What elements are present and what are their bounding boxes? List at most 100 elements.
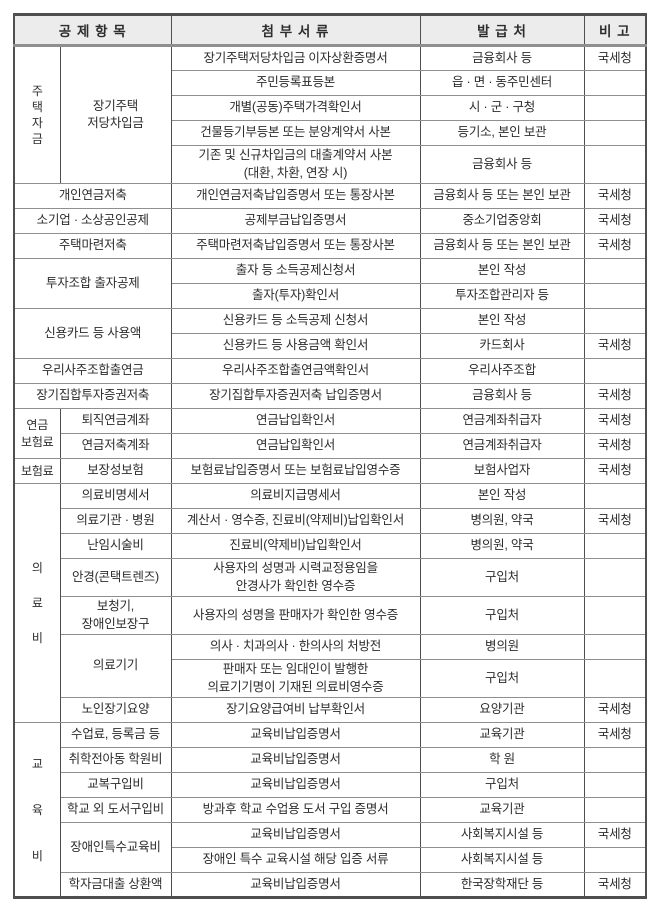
- issuer-cell: 구입처: [419, 558, 585, 597]
- deduction-item-cell: 신용카드 등 사용액: [13, 308, 172, 359]
- issuer-cell: 금융회사 등: [419, 383, 585, 409]
- document-cell: 사용자의 성명과 시력교정용임을 안경사가 확인한 영수증: [170, 558, 421, 597]
- note-cell: 국세청: [583, 722, 647, 748]
- deduction-item-cell: 학교 외 도서구입비: [59, 797, 172, 823]
- header-issuing-office: 발 급 처: [419, 14, 585, 47]
- table-row: 주민등록표등본 읍 · 면 · 동주민센터: [14, 70, 647, 96]
- deduction-item-cell: 주택마련저축: [13, 233, 172, 259]
- deduction-item-cell: 개인연금저축: [13, 183, 172, 209]
- note-cell: [583, 747, 647, 773]
- issuer-cell: 사회복지시설 등: [419, 822, 585, 848]
- document-cell: 주택마련저축납입증명서 또는 통장사본: [170, 233, 421, 259]
- document-cell: 교육비납입증명서: [170, 747, 421, 773]
- deduction-item-cell: 퇴직연금계좌: [59, 408, 172, 434]
- issuer-cell: 등기소, 본인 보관: [419, 120, 585, 146]
- note-cell: 국세청: [583, 45, 647, 71]
- document-cell: 출자 등 소득공제신청서: [170, 258, 421, 284]
- table-row: 건물등기부등본 또는 분양계약서 사본 등기소, 본인 보관: [14, 120, 647, 146]
- document-cell: 방과후 학교 수업용 도서 구입 증명서: [170, 797, 421, 823]
- deduction-item-cell: 난임시술비: [59, 533, 172, 559]
- deduction-item-cell: 노인장기요양: [59, 697, 172, 723]
- issuer-cell: 보험사업자: [419, 458, 585, 484]
- note-cell: 국세청: [583, 183, 647, 209]
- issuer-cell: 금융회사 등 또는 본인 보관: [419, 233, 585, 259]
- document-cell: 기존 및 신규차입금의 대출계약서 사본 (대환, 차환, 연장 시): [170, 145, 421, 184]
- issuer-cell: 요양기관: [419, 697, 585, 723]
- issuer-cell: 사회복지시설 등: [419, 847, 585, 873]
- document-cell: 의료비지급명세서: [170, 483, 421, 509]
- deduction-group-cell: 연금 보험료: [13, 408, 61, 459]
- table-row: 안경(콘택트렌즈) 사용자의 성명과 시력교정용임을 안경사가 확인한 영수증 구입…: [14, 558, 647, 597]
- deduction-group-cell: 주택자금: [13, 45, 61, 184]
- table-row: 신용카드 등 사용액 신용카드 등 소득공제 신청서 본인 작성: [13, 308, 647, 359]
- deduction-documents-table: 공 제 항 목 첨 부 서 류 발 급 처 비 고 주택자금 장기주택 저당차입금…: [13, 13, 647, 899]
- note-cell: [583, 772, 647, 798]
- table-row: 장기집합투자증권저축 장기집합투자증권저축 납입증명서 금융회사 등 국세청: [13, 383, 647, 409]
- deduction-group-cell: 의료비: [13, 483, 61, 723]
- issuer-cell: 본인 작성: [419, 308, 585, 334]
- document-cell: 우리사주조합출연금액확인서: [170, 358, 421, 384]
- table-row: 의료기관 · 병원 계산서 · 영수증, 진료비(약제비)납입확인서 병의원, 약국…: [14, 508, 647, 534]
- deduction-item-cell: 수업료, 등록금 등: [59, 722, 172, 748]
- table-row: 교육비 수업료, 등록금 등 교육비납입증명서 교육기관 국세청: [13, 722, 647, 898]
- issuer-cell: 연금계좌취급자: [419, 433, 585, 459]
- document-cell: 신용카드 등 소득공제 신청서: [170, 308, 421, 334]
- document-cell: 교육비납입증명서: [170, 722, 421, 748]
- note-cell: 국세청: [583, 208, 647, 234]
- note-cell: 국세청: [583, 233, 647, 259]
- note-cell: 국세청: [583, 508, 647, 534]
- table-row: 우리사주조합출연금 우리사주조합출연금액확인서 우리사주조합: [13, 358, 647, 384]
- issuer-cell: 카드회사: [419, 333, 585, 359]
- note-cell: [583, 120, 647, 146]
- vertical-group-label: 교육비: [31, 756, 43, 863]
- table-row: 의료비 의료비명세서 의료비지급명세서 본인 작성: [13, 483, 647, 723]
- table-row: 보험료 보장성보험 보험료납입증명서 또는 보험료납입영수증 보험사업자 국세청: [13, 458, 647, 484]
- deduction-item-cell: 우리사주조합출연금: [13, 358, 172, 384]
- issuer-cell: 금융회사 등: [419, 45, 585, 71]
- deduction-item-cell: 장기주택 저당차입금: [59, 45, 172, 184]
- table-row: 기존 및 신규차입금의 대출계약서 사본 (대환, 차환, 연장 시) 금융회사 …: [14, 145, 647, 184]
- issuer-cell: 금융회사 등 또는 본인 보관: [419, 183, 585, 209]
- note-cell: 국세청: [583, 408, 647, 434]
- note-cell: [583, 533, 647, 559]
- document-cell: 연금납입확인서: [170, 408, 421, 434]
- deduction-item-cell: 취학전아동 학원비: [59, 747, 172, 773]
- table-row: 출자(투자)확인서 투자조합관리자 등: [14, 283, 647, 309]
- header-deduction-items: 공 제 항 목: [13, 14, 172, 47]
- vertical-group-label: 주택자금: [31, 83, 43, 146]
- deduction-item-cell: 의료기관 · 병원: [59, 508, 172, 534]
- document-cell: 교육비납입증명서: [170, 772, 421, 798]
- document-cell: 건물등기부등본 또는 분양계약서 사본: [170, 120, 421, 146]
- document-cell: 장기요양급여비 납부확인서: [170, 697, 421, 723]
- note-cell: [583, 308, 647, 334]
- document-cell: 판매자 또는 임대인이 발행한 의료기기명이 기재된 의료비영수증: [170, 659, 421, 698]
- issuer-cell: 본인 작성: [419, 483, 585, 509]
- deduction-item-cell: 보장성보험: [59, 458, 172, 484]
- issuer-cell: 본인 작성: [419, 258, 585, 284]
- table-row: 소기업 · 소상공인공제 공제부금납입증명서 중소기업중앙회 국세청: [13, 208, 647, 234]
- table-row: 주택자금 장기주택 저당차입금 장기주택저당차입금 이자상환증명서 금융회사 등 국세청: [13, 45, 647, 184]
- note-cell: [583, 145, 647, 184]
- note-cell: [583, 258, 647, 284]
- note-cell: [583, 95, 647, 121]
- issuer-cell: 학 원: [419, 747, 585, 773]
- note-cell: [583, 596, 647, 635]
- document-cell: 출자(투자)확인서: [170, 283, 421, 309]
- deduction-item-cell: 연금저축계좌: [59, 433, 172, 459]
- note-cell: [583, 847, 647, 873]
- document-cell: 개인연금저축납입증명서 또는 통장사본: [170, 183, 421, 209]
- issuer-cell: 투자조합관리자 등: [419, 283, 585, 309]
- issuer-cell: 병의원, 약국: [419, 508, 585, 534]
- document-cell: 사용자의 성명을 판매자가 확인한 영수증: [170, 596, 421, 635]
- document-cell: 주민등록표등본: [170, 70, 421, 96]
- deduction-item-cell: 의료기기: [59, 634, 172, 698]
- table-row: 연금저축계좌 연금납입확인서 연금계좌취급자 국세청: [14, 433, 647, 459]
- note-cell: 국세청: [583, 458, 647, 484]
- table-row: 교복구입비 교육비납입증명서 구입처: [14, 772, 647, 798]
- document-cell: 연금납입확인서: [170, 433, 421, 459]
- issuer-cell: 병의원, 약국: [419, 533, 585, 559]
- issuer-cell: 한국장학재단 등: [419, 872, 585, 898]
- issuer-cell: 시 · 군 · 구청: [419, 95, 585, 121]
- deduction-item-cell: 장애인특수교육비: [59, 822, 172, 873]
